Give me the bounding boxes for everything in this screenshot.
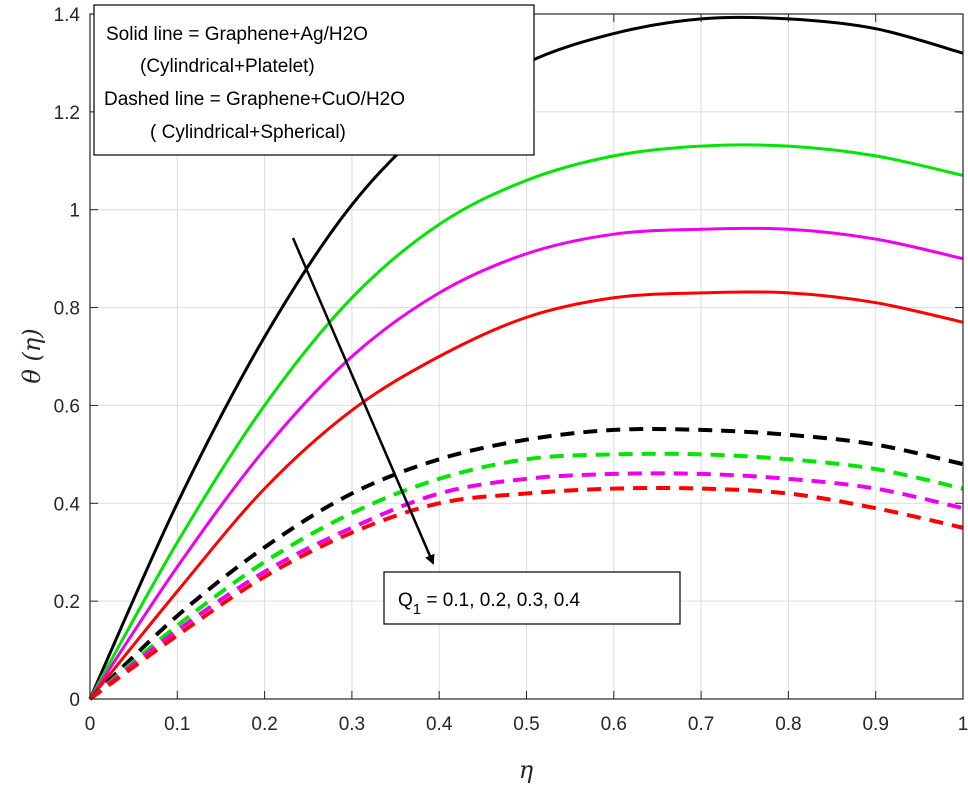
legend-line-2: (Cylindrical+Platelet) [140, 56, 315, 77]
legend-line-1: Solid line = Graphene+Ag/H2O [106, 24, 368, 45]
x-tick-label: 0.6 [601, 714, 627, 735]
annotation-values: = 0.1, 0.2, 0.3, 0.4 [421, 590, 580, 611]
annotation-box [383, 571, 681, 625]
series-line-dashed-4 [88, 485, 964, 701]
series-line-dashed-1 [88, 426, 964, 701]
x-tick-label: 0.4 [426, 714, 453, 735]
legend-line-3: Dashed line = Graphene+CuO/H2O [104, 89, 405, 110]
tick-labels: 0 0.1 0.2 0.3 0.4 0.5 0.6 0.7 0.8 0.9 1 0 0.2 0.4 0.6 0… [54, 5, 968, 735]
series-line-solid-3 [88, 226, 964, 700]
y-tick-label: 0.6 [54, 396, 80, 417]
annotation: Q1 = 0.1, 0.2, 0.3, 0.4 [383, 571, 681, 625]
x-tick-label: 0.9 [862, 714, 888, 735]
y-tick-label: 0.8 [54, 299, 80, 320]
series-group [88, 15, 964, 701]
annotation-text: Q1 = 0.1, 0.2, 0.3, 0.4 [398, 590, 581, 618]
series-line-dashed-2 [88, 451, 964, 701]
y-tick-label: 1.4 [54, 5, 81, 26]
annotation-symbol: Q [398, 590, 413, 611]
x-tick-label: 0 [85, 714, 96, 735]
x-axis-label: η [519, 756, 534, 784]
series-line-solid-2 [88, 143, 964, 700]
x-tick-label: 1 [958, 714, 968, 735]
y-tick-label: 0.4 [54, 494, 81, 515]
x-tick-label: 0.1 [164, 714, 190, 735]
x-tick-label: 0.7 [688, 714, 714, 735]
x-tick-label: 0.8 [775, 714, 801, 735]
y-tick-label: 0 [69, 690, 80, 711]
x-tick-label: 0.3 [339, 714, 365, 735]
legend-line-4: ( Cylindrical+Spherical) [150, 122, 346, 143]
trend-arrow [291, 237, 435, 565]
legend-box [93, 4, 535, 156]
y-tick-label: 1 [69, 201, 80, 222]
x-tick-label: 0.2 [251, 714, 277, 735]
annotation-subscript: 1 [413, 601, 421, 618]
y-axis-label: θ (η) [18, 328, 46, 383]
x-tick-label: 0.5 [513, 714, 539, 735]
y-tick-label: 0.2 [54, 592, 80, 613]
series-line-dashed-3 [88, 471, 964, 701]
series-line-solid-4 [88, 290, 964, 700]
legend: Solid line = Graphene+Ag/H2O (Cylindrica… [93, 4, 535, 156]
y-tick-label: 1.2 [54, 103, 80, 124]
